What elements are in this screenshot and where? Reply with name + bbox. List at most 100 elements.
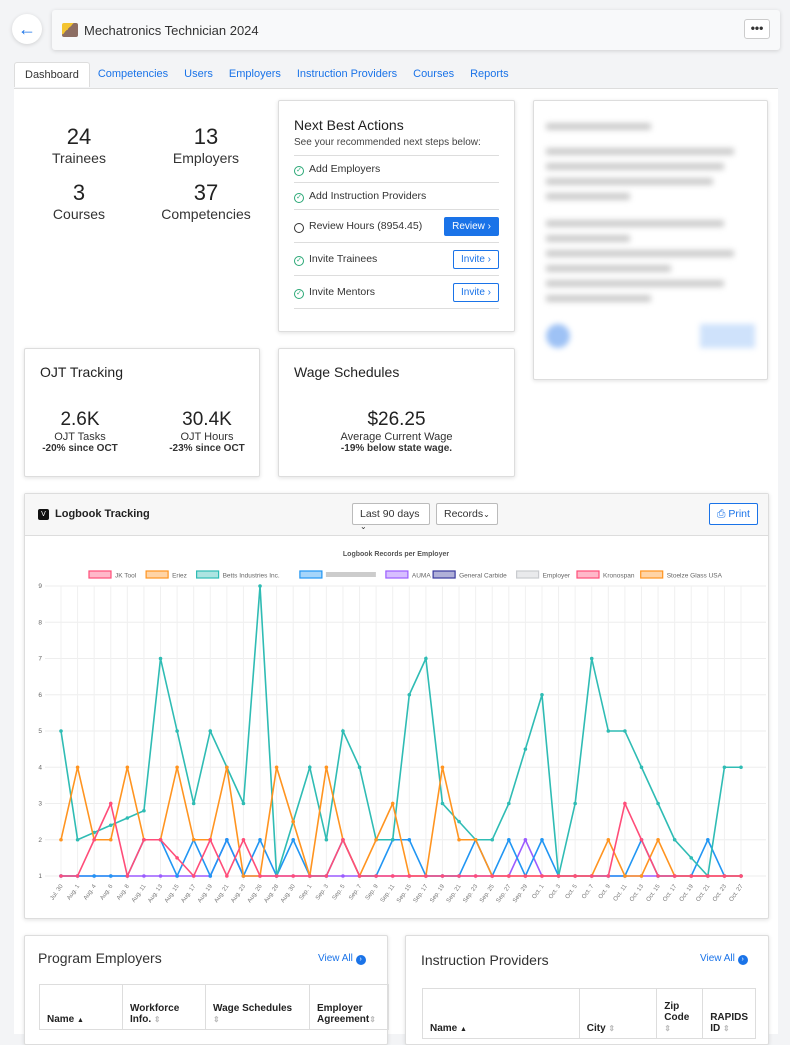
data-point <box>407 837 412 842</box>
data-point <box>59 729 63 733</box>
data-point <box>158 656 163 661</box>
back-button[interactable]: ← <box>12 14 42 44</box>
stat-label: Trainees <box>52 150 106 166</box>
invite-trainees-button[interactable]: Invite › <box>452 249 499 269</box>
data-point <box>589 874 594 878</box>
col-city[interactable]: City ⇕ <box>578 988 658 1039</box>
logbook-title: Logbook Tracking <box>55 508 150 520</box>
data-point <box>739 765 743 770</box>
x-tick-label: Oct. 7 <box>581 883 595 900</box>
col-zip-code[interactable]: Zip Code ⇕ <box>656 988 704 1039</box>
data-point <box>158 874 163 878</box>
y-tick-label: 6 <box>38 692 42 699</box>
data-point <box>556 874 561 878</box>
data-point <box>175 856 179 860</box>
data-point <box>225 837 229 842</box>
data-point <box>241 874 246 878</box>
stat-change: -20% since OCT <box>42 443 118 454</box>
series-line <box>61 801 741 879</box>
legend-swatch <box>432 570 456 579</box>
action-add-instruction-providers[interactable]: ✓ Add Instruction Providers <box>294 183 499 210</box>
providers-view-all-link[interactable]: View All › <box>700 953 748 965</box>
employers-view-all-link[interactable]: View All › <box>318 953 366 965</box>
col-name[interactable]: Name ▲ <box>39 984 123 1030</box>
data-point <box>324 765 329 770</box>
invite-mentors-button[interactable]: Invite › <box>452 282 499 302</box>
data-point <box>225 765 229 770</box>
x-tick-label: Oct. 19 <box>679 883 695 903</box>
data-point <box>490 874 495 878</box>
data-point <box>540 692 544 697</box>
data-point <box>722 765 727 770</box>
data-point <box>507 837 511 842</box>
x-tick-label: Aug. 11 <box>131 883 148 904</box>
data-point <box>175 729 179 733</box>
review-button[interactable]: Review › <box>444 216 499 236</box>
legend-label: Employer <box>543 573 571 580</box>
x-tick-label: Aug. 17 <box>181 883 198 904</box>
data-point <box>108 837 113 842</box>
data-point <box>92 874 96 878</box>
ojt-tasks: 2.6K OJT Tasks -20% since OCT <box>30 409 130 454</box>
data-point <box>473 837 478 842</box>
data-point <box>75 874 80 878</box>
data-point <box>390 874 395 878</box>
x-tick-label: Oct. 27 <box>729 883 745 903</box>
data-point <box>639 837 644 842</box>
data-point <box>225 874 229 878</box>
data-point <box>606 874 611 878</box>
data-point <box>573 874 577 878</box>
tab-instruction-providers[interactable]: Instruction Providers <box>296 68 398 80</box>
arrow-circle-right-icon: › <box>355 955 366 965</box>
col-name[interactable]: Name ▲ <box>422 988 580 1039</box>
data-point <box>191 801 196 806</box>
tab-dashboard[interactable]: Dashboard <box>14 62 90 87</box>
x-tick-label: Aug. 1 <box>66 883 81 901</box>
data-point <box>689 856 694 860</box>
data-point <box>689 874 694 878</box>
action-label: Invite Mentors <box>309 285 375 298</box>
range-select[interactable]: Last 90 days ⌄ <box>352 503 430 531</box>
data-point <box>241 801 246 806</box>
legend-swatch <box>196 570 220 579</box>
metric-select[interactable]: Records⌄ <box>436 503 498 525</box>
x-tick-label: Aug. 13 <box>147 883 164 904</box>
col-rapids-id[interactable]: RAPIDS ID ⇕ <box>702 988 756 1039</box>
data-point <box>142 837 146 842</box>
x-tick-label: Sep. 7 <box>348 883 363 901</box>
x-tick-label: Oct. 17 <box>662 883 678 903</box>
legend-redacted-label <box>325 572 376 577</box>
x-tick-label: Aug. 15 <box>164 883 181 904</box>
providers-table: Name ▲ City ⇕ Zip Code ⇕ RAPIDS ID ⇕ <box>422 988 756 1039</box>
data-point <box>108 801 113 806</box>
data-point <box>706 837 710 842</box>
wage-value: $26.25 <box>367 409 426 430</box>
ojt-tracking-card: OJT Tracking 2.6K OJT Tasks -20% since OCT… <box>24 348 260 477</box>
data-point <box>407 692 412 697</box>
tab-employers[interactable]: Employers <box>228 68 281 80</box>
tab-reports[interactable]: Reports <box>470 68 509 80</box>
data-point <box>208 729 213 733</box>
data-point <box>357 874 362 878</box>
x-tick-label: Oct. 21 <box>695 883 711 903</box>
stat-change: -23% since OCT <box>169 443 245 454</box>
action-invite-mentors: ✓ Invite Mentors Invite › <box>294 276 499 309</box>
x-tick-label: Oct. 3 <box>548 883 562 900</box>
more-options-button[interactable]: ••• <box>744 19 770 39</box>
tab-competencies[interactable]: Competencies <box>97 68 169 80</box>
data-point <box>672 874 677 878</box>
col-employer-agreement[interactable]: Employer Agreement⇕ <box>309 984 389 1030</box>
action-add-employers[interactable]: ✓ Add Employers <box>294 156 499 183</box>
ojt-hours: 30.4K OJT Hours -23% since OCT <box>157 409 257 454</box>
tab-users[interactable]: Users <box>184 68 213 80</box>
print-button[interactable]: ⎙ Print <box>709 503 758 525</box>
logbook-chart: Logbook Records per Employer JK Tool Eriez… <box>38 551 766 904</box>
data-point <box>374 837 378 842</box>
stat-label: OJT Hours <box>180 431 234 443</box>
col-wage-schedules[interactable]: Wage Schedules ⇕ <box>205 984 310 1030</box>
col-workforce-info[interactable]: Workforce Info. ⇕ <box>122 984 206 1030</box>
instruction-providers-card: Instruction Providers View All › Name ▲ … <box>405 935 769 1045</box>
tab-courses[interactable]: Courses <box>413 68 455 80</box>
data-point <box>457 819 461 824</box>
nba-subtitle: See your recommended next steps below: <box>294 137 499 156</box>
